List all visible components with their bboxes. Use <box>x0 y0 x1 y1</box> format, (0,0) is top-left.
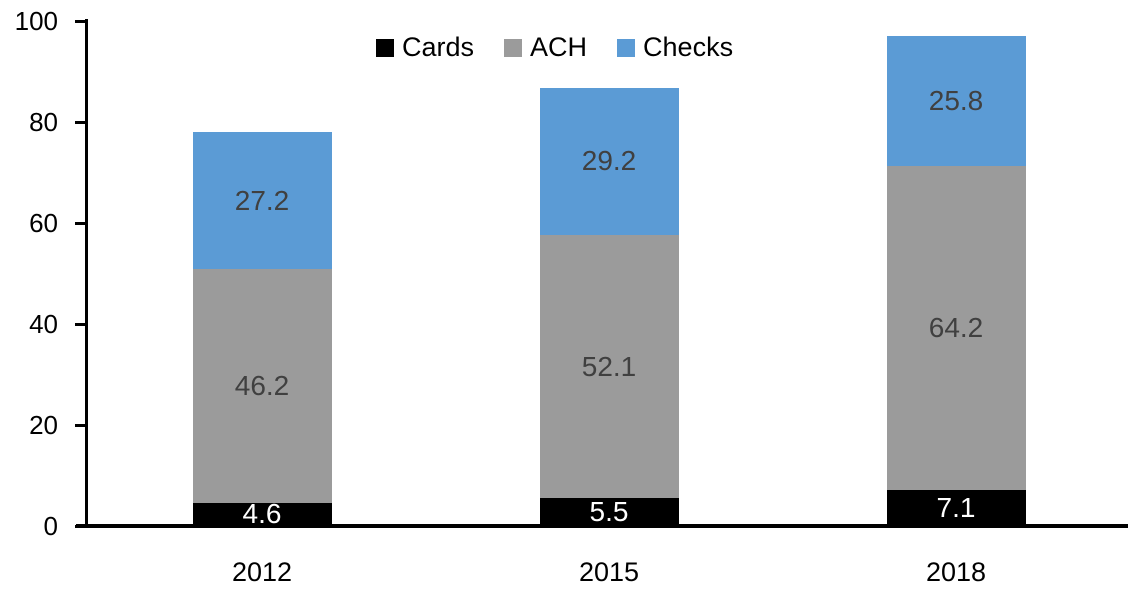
y-tick-label: 0 <box>43 511 58 541</box>
legend-item-ach: ACH <box>504 34 587 61</box>
segment-value-label: 4.6 <box>242 498 282 530</box>
legend-label-cards: Cards <box>402 32 475 62</box>
legend-label-ach: ACH <box>530 32 588 62</box>
bar-segment-ach-2012: 46.2 <box>192 269 332 503</box>
segment-value-label: 27.2 <box>234 184 290 216</box>
segment-value-label: 64.2 <box>928 312 984 344</box>
y-tick-label: 60 <box>29 208 58 238</box>
chart-legend: Cards ACH Checks <box>376 34 733 61</box>
y-axis-tick <box>75 19 86 23</box>
bar-segment-ach-2018: 64.2 <box>886 165 1026 491</box>
y-axis-tick <box>75 524 86 528</box>
legend-label-checks: Checks <box>643 32 734 62</box>
y-axis-tick <box>75 221 86 225</box>
y-axis-tick <box>75 322 86 326</box>
legend-swatch-checks <box>617 38 636 57</box>
segment-value-label: 25.8 <box>928 84 984 116</box>
y-tick-label: 20 <box>29 410 58 440</box>
x-category-label: 2012 <box>231 557 293 587</box>
x-category-label: 2018 <box>925 557 987 587</box>
y-axis-tick <box>75 120 86 124</box>
bar-segment-checks-2018: 25.8 <box>886 35 1026 166</box>
legend-swatch-cards <box>376 38 394 57</box>
bar-segment-checks-2015: 29.2 <box>539 87 679 236</box>
legend-swatch-ach <box>504 38 523 57</box>
segment-value-label: 29.2 <box>581 145 637 177</box>
x-category-label: 2015 <box>578 557 640 587</box>
y-tick-label: 80 <box>29 107 58 137</box>
segment-value-label: 46.2 <box>234 370 290 402</box>
bar-segment-cards-2012: 4.6 <box>192 498 332 530</box>
segment-value-label: 52.1 <box>581 350 637 382</box>
bar-segment-cards-2015: 5.5 <box>539 496 679 528</box>
segment-value-label: 7.1 <box>936 492 976 524</box>
bar-segment-cards-2018: 7.1 <box>886 490 1026 526</box>
legend-item-cards: Cards <box>376 34 474 61</box>
bar-segment-checks-2012: 27.2 <box>192 132 332 270</box>
y-axis-line <box>85 19 88 528</box>
legend-item-checks: Checks <box>617 34 733 61</box>
x-axis-line <box>76 524 1128 528</box>
y-tick-label: 100 <box>14 6 58 36</box>
y-tick-label: 40 <box>29 309 58 339</box>
y-axis-tick <box>75 423 86 427</box>
segment-value-label: 5.5 <box>589 496 629 528</box>
bar-segment-ach-2015: 52.1 <box>539 235 679 499</box>
